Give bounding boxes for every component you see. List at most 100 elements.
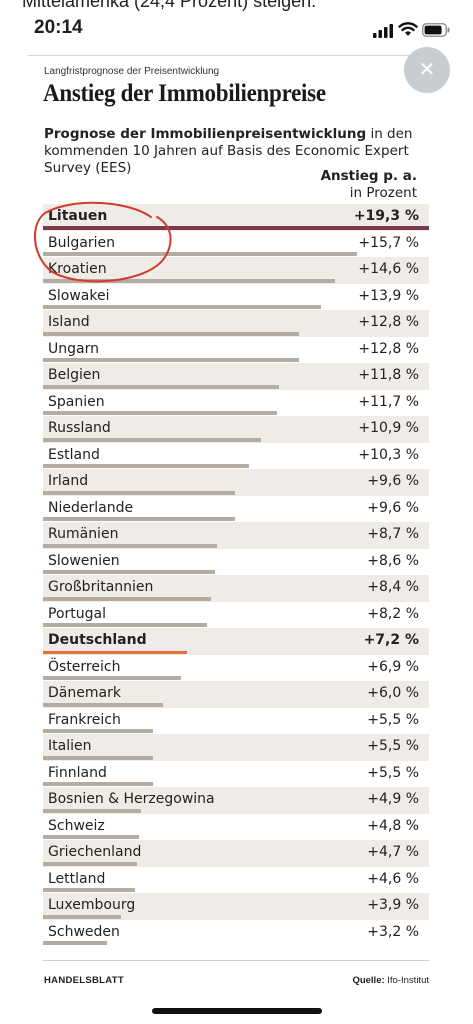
kicker: Langfristprognose der Preisentwicklung	[44, 66, 220, 77]
value-label: +7,2 %	[363, 632, 419, 648]
value-label: +5,5 %	[367, 738, 419, 754]
value-label: +4,7 %	[367, 844, 419, 860]
bar-row: Ungarn +12,8 %	[43, 337, 429, 364]
bar-row: Estland +10,3 %	[43, 443, 429, 470]
value-label: +13,9 %	[358, 287, 419, 304]
chart-title: Anstieg der Immobilienpreise	[43, 80, 326, 107]
close-button[interactable]: ✕	[404, 47, 450, 93]
value-label: +10,3 %	[358, 446, 419, 463]
value-label: +10,9 %	[358, 420, 419, 436]
close-icon: ✕	[418, 59, 436, 81]
bar-row: Lettland +4,6 %	[43, 867, 429, 894]
source-note: Quelle: Ifo-Institut	[352, 975, 429, 986]
bar-row: Deutschland +7,2 %	[43, 628, 429, 655]
bar	[43, 835, 139, 839]
category-label: Rumänien	[48, 526, 119, 542]
bar-row: Irland +9,6 %	[43, 469, 429, 496]
bar-row: Finnland +5,5 %	[43, 761, 429, 788]
category-label: Großbritannien	[48, 579, 154, 595]
category-label: Spanien	[48, 393, 105, 410]
column-header-unit: in Prozent	[349, 185, 417, 201]
value-label: +5,5 %	[367, 764, 419, 781]
category-label: Litauen	[48, 208, 108, 224]
category-label: Island	[48, 314, 90, 330]
bar-row: Frankreich +5,5 %	[43, 708, 429, 735]
category-label: Kroatien	[48, 261, 107, 277]
status-bar: 20:14	[0, 14, 473, 44]
bar-row: Italien +5,5 %	[43, 734, 429, 761]
category-label: Schweiz	[48, 817, 105, 834]
category-label: Italien	[48, 738, 92, 754]
value-label: +5,5 %	[367, 711, 419, 728]
bar	[43, 888, 135, 892]
bar-chart: Litauen +19,3 % Bulgarien +15,7 % Kroatien +1…	[43, 204, 429, 946]
category-label: Portugal	[48, 605, 106, 622]
clock: 20:14	[34, 17, 83, 38]
home-indicator[interactable]	[152, 1008, 322, 1014]
bar-row: Litauen +19,3 %	[43, 204, 429, 231]
publisher: HANDELSBLATT	[44, 975, 124, 986]
value-label: +4,9 %	[367, 791, 419, 807]
bar	[43, 861, 137, 866]
bar	[43, 914, 121, 919]
source-label: Quelle:	[352, 975, 385, 986]
bar-row: Kroatien +14,6 %	[43, 257, 429, 284]
value-label: +19,3 %	[353, 208, 419, 224]
category-label: Slowakei	[48, 287, 110, 304]
bar	[43, 729, 153, 733]
value-label: +12,8 %	[358, 340, 419, 357]
value-label: +6,0 %	[367, 685, 419, 701]
bar-row: Schweiz +4,8 %	[43, 814, 429, 841]
bar-row: Griechenland +4,7 %	[43, 840, 429, 867]
value-label: +14,6 %	[358, 261, 419, 277]
bar-row: Slowenien +8,6 %	[43, 549, 429, 576]
bar-row: Portugal +8,2 %	[43, 602, 429, 629]
bar	[43, 331, 299, 336]
value-label: +11,8 %	[358, 367, 419, 383]
bar-row: Bulgarien +15,7 %	[43, 231, 429, 258]
value-label: +4,6 %	[367, 870, 419, 887]
chart-subtitle: Prognose der Immobilienpreisentwicklung …	[44, 126, 424, 177]
bar	[43, 305, 321, 309]
subtitle-bold: Prognose der Immobilienpreisentwicklung	[44, 126, 367, 142]
divider	[28, 55, 416, 56]
bar-row: Rumänien +8,7 %	[43, 522, 429, 549]
bar	[43, 650, 187, 654]
bar	[43, 755, 153, 760]
bar	[43, 411, 277, 415]
category-label: Dänemark	[48, 685, 121, 701]
category-label: Belgien	[48, 367, 101, 383]
bar	[43, 623, 207, 627]
column-header: Anstieg p. a. in Prozent	[321, 168, 417, 202]
bar	[43, 358, 299, 362]
value-label: +4,8 %	[367, 817, 419, 834]
bar	[43, 517, 235, 521]
bar-row: Island +12,8 %	[43, 310, 429, 337]
source-value: Ifo-Institut	[384, 975, 429, 986]
category-label: Finnland	[48, 764, 107, 781]
value-label: +9,6 %	[367, 499, 419, 516]
value-label: +3,2 %	[367, 923, 419, 940]
bar-row: Niederlande +9,6 %	[43, 496, 429, 523]
bar-row: Österreich +6,9 %	[43, 655, 429, 682]
bar-row: Luxembourg +3,9 %	[43, 893, 429, 920]
value-label: +11,7 %	[358, 393, 419, 410]
bar-row: Dänemark +6,0 %	[43, 681, 429, 708]
value-label: +15,7 %	[358, 234, 419, 251]
value-label: +8,4 %	[367, 579, 419, 595]
category-label: Bulgarien	[48, 234, 115, 251]
bar	[43, 676, 181, 680]
category-label: Niederlande	[48, 499, 134, 516]
subtitle-rest: in den kommenden 10 Jahren auf Basis des…	[44, 126, 413, 176]
wifi-icon	[398, 22, 418, 36]
bar-row: Belgien +11,8 %	[43, 363, 429, 390]
value-label: +6,9 %	[367, 658, 419, 675]
bar	[43, 278, 335, 283]
bar	[43, 543, 217, 548]
bar-row: Spanien +11,7 %	[43, 390, 429, 417]
category-label: Irland	[48, 473, 89, 489]
category-label: Lettland	[48, 870, 106, 887]
bar	[43, 596, 211, 601]
bar	[43, 702, 163, 707]
bar	[43, 570, 215, 574]
